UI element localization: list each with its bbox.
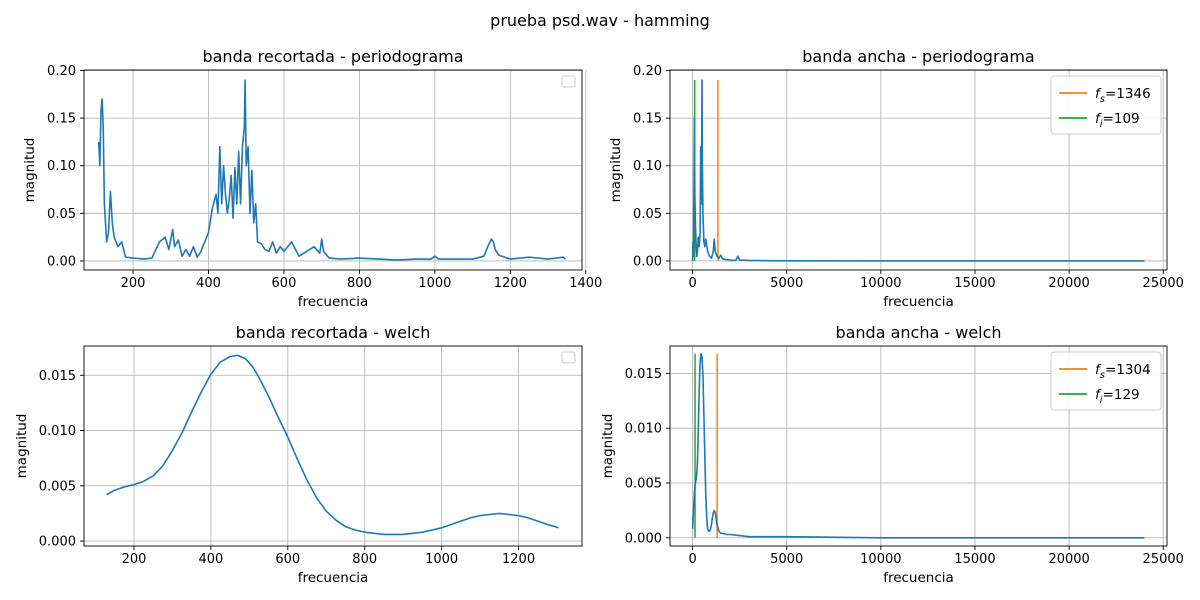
x-tick-label: 1200 [494,276,527,291]
x-axis-label: frecuencia [298,570,369,586]
legend-subscript: s [1100,370,1105,381]
y-axis-label: magnitud [14,414,30,479]
x-tick-label: 1400 [569,276,602,291]
axes-frame [669,345,1168,547]
x-tick-label: 25000 [1143,276,1184,291]
x-tick-label: 0 [688,276,696,291]
y-tick-label: 0.015 [625,367,662,382]
legend-entry-fs: fs=1304 [1095,362,1151,381]
y-tick-label: 0.005 [39,479,76,494]
legend-value: =1346 [1105,86,1151,102]
subplot-title: banda ancha - periodograma [802,47,1034,66]
y-tick-label: 0.000 [39,535,76,550]
y-tick-label: 0.015 [39,369,76,384]
subplot-banda-ancha-welch: 0 5000 10000 15000 20000 25000 0.000 0.005 0.010… [600,323,1184,586]
legend-entry-fi: fi=129 [1095,387,1140,406]
y-tick-label: 0.010 [625,422,662,437]
x-tick-label: 25000 [1143,552,1184,567]
y-tick-label: 0.15 [47,112,76,127]
empty-legend-box [561,351,576,364]
x-tick-label: 15000 [954,552,995,567]
axes-frame [83,69,583,271]
legend-entry-fi: fi=109 [1095,111,1140,130]
x-tick-label: 800 [352,552,377,567]
series-line [97,79,566,261]
y-tick-label: 0.00 [633,254,662,269]
axes-frame [83,345,583,547]
series-line [691,79,1145,262]
subplot-title: banda recortada - welch [236,323,431,342]
axes-frame [669,69,1168,271]
legend-value: =109 [1103,111,1140,127]
x-axis-label: frecuencia [883,570,954,586]
subplot-banda-ancha-periodograma: 0 5000 10000 15000 20000 25000 0.00 0.05 0.10 0.1… [608,47,1184,310]
y-tick-label: 0.10 [633,159,662,174]
y-tick-label: 0.05 [47,207,76,222]
y-axis-label: magnitud [608,138,624,203]
x-tick-label: 400 [196,276,221,291]
x-tick-label: 1000 [418,276,451,291]
x-tick-label: 600 [275,552,300,567]
legend-frame [1050,351,1162,411]
x-tick-label: 10000 [860,552,901,567]
x-tick-label: 20000 [1048,276,1089,291]
x-tick-label: 200 [121,276,146,291]
legend-value: =1304 [1105,362,1151,378]
legend-subscript: s [1100,94,1105,105]
subplot-title: banda ancha - welch [835,323,1001,342]
y-tick-label: 0.010 [39,424,76,439]
legend-subscript: i [1100,395,1103,406]
y-axis-label: magnitud [22,138,38,203]
x-axis-label: frecuencia [298,294,369,310]
y-tick-label: 0.000 [625,531,662,546]
legend-symbol: f [1095,362,1102,378]
subplot-banda-recortada-periodograma: 200 400 600 800 1000 1200 1400 0.00 0.05 0.10 0.15… [22,47,602,310]
legend-symbol: f [1095,86,1102,102]
subplot-banda-recortada-welch: 200 400 600 800 1000 1200 0.000 0.005 0.010 0.015… [14,323,583,586]
x-tick-label: 5000 [770,276,803,291]
y-tick-label: 0.15 [633,112,662,127]
x-tick-label: 15000 [954,276,995,291]
legend-value: =129 [1103,387,1140,403]
y-tick-label: 0.005 [625,476,662,491]
x-tick-label: 1200 [502,552,535,567]
x-axis-label: frecuencia [883,294,954,310]
y-tick-label: 0.05 [633,207,662,222]
legend-symbol: f [1095,111,1102,127]
y-tick-label: 0.10 [47,159,76,174]
x-tick-label: 800 [347,276,372,291]
series-line [106,354,559,536]
legend-subscript: i [1100,119,1103,130]
x-tick-label: 0 [688,552,696,567]
legend-frame [1050,75,1162,135]
x-tick-label: 200 [122,552,147,567]
y-axis-label: magnitud [600,414,616,479]
x-tick-label: 1000 [425,552,458,567]
x-tick-label: 10000 [860,276,901,291]
legend-symbol: f [1095,387,1102,403]
legend-entry-fs: fs=1346 [1095,86,1151,105]
y-tick-label: 0.20 [47,64,76,79]
x-tick-label: 600 [272,276,297,291]
figure-suptitle: prueba psd.wav - hamming [490,11,710,30]
empty-legend-box [561,75,576,88]
x-tick-label: 5000 [770,552,803,567]
y-tick-label: 0.00 [47,254,76,269]
series-line [691,352,1145,539]
x-tick-label: 20000 [1048,552,1089,567]
subplot-title: banda recortada - periodograma [202,47,463,66]
x-tick-label: 400 [198,552,223,567]
y-tick-label: 0.20 [633,64,662,79]
